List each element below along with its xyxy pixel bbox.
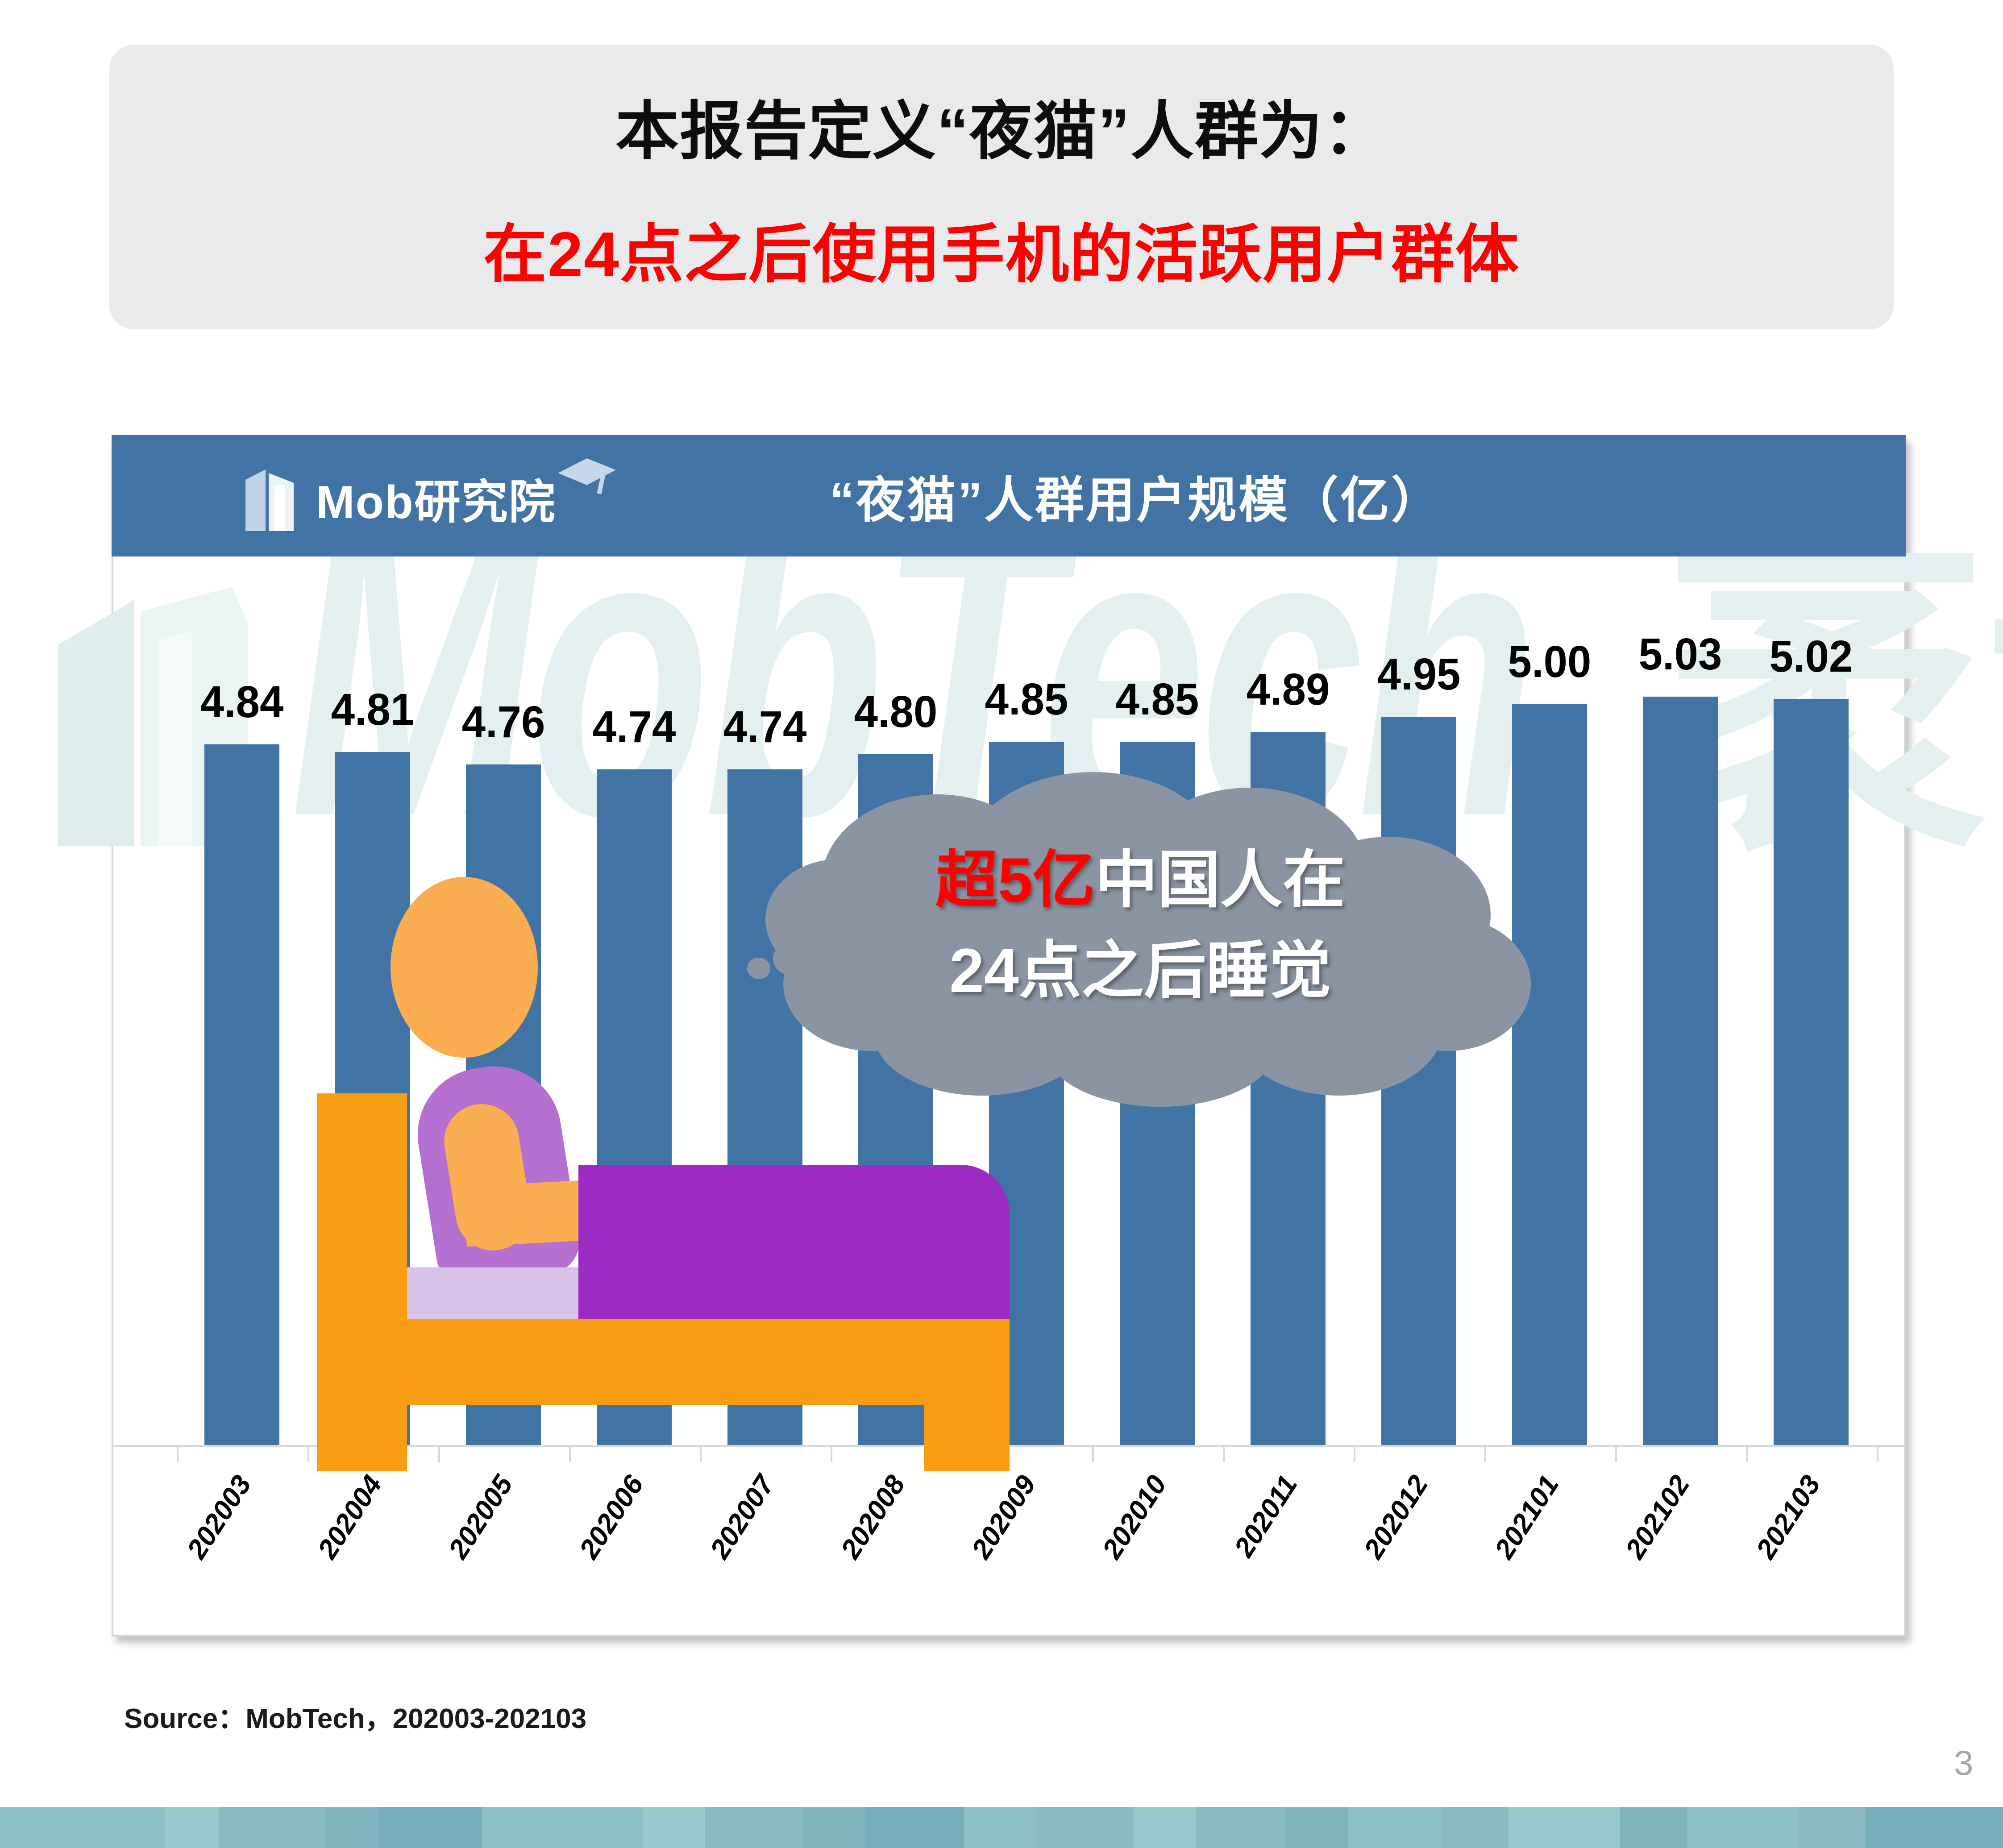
cloud-shape xyxy=(747,772,1531,1107)
strip-segment xyxy=(1134,1807,1196,1848)
axis-tick xyxy=(830,1445,832,1462)
bar-value-label: 4.85 xyxy=(1115,674,1199,725)
axis-tick xyxy=(438,1445,440,1462)
strip-segment xyxy=(803,1807,866,1848)
strip-segment xyxy=(219,1807,326,1848)
strip-segment xyxy=(705,1807,803,1848)
bed-blanket xyxy=(578,1165,1010,1321)
definition-highlight: 在24点之后使用手机的活跃用户群体 xyxy=(483,219,1520,290)
graduation-cap-icon xyxy=(558,458,616,494)
bar-value-label: 4.84 xyxy=(200,677,284,727)
cloud-text-line2: 24点之后睡觉 xyxy=(949,935,1331,1005)
strip-segment xyxy=(1799,1807,1866,1848)
cloud-text-line1: 超5亿中国人在 xyxy=(935,845,1345,915)
axis-tick xyxy=(1092,1445,1094,1462)
definition-banner: 本报告定义“夜猫”人群为： 在24点之后使用手机的活跃用户群体 xyxy=(109,45,1894,329)
source-note: Source：MobTech，202003-202103 xyxy=(124,1703,587,1734)
bar-value-label: 5.03 xyxy=(1638,629,1722,679)
strip-segment xyxy=(1687,1807,1799,1848)
axis-tick xyxy=(1353,1445,1355,1462)
strip-segment xyxy=(1442,1807,1508,1848)
axis-tick xyxy=(1484,1445,1486,1462)
strip-segment xyxy=(379,1807,482,1848)
definition-title: 本报告定义“夜猫”人群为： xyxy=(615,96,1388,167)
bar-202103 xyxy=(1774,699,1849,1445)
bed-leg xyxy=(924,1405,1010,1471)
axis-tick xyxy=(1876,1445,1878,1462)
strip-segment xyxy=(482,1807,643,1848)
bar-value-label: 5.02 xyxy=(1769,631,1853,682)
cloud-highlight: 超5亿 xyxy=(935,845,1095,915)
bar-value-label: 4.95 xyxy=(1377,649,1461,699)
bar-value-label: 4.80 xyxy=(854,687,938,737)
axis-tick xyxy=(1222,1445,1225,1462)
bar-value-label: 4.74 xyxy=(723,702,807,752)
bar-202003 xyxy=(204,744,279,1445)
strip-segment xyxy=(643,1807,705,1848)
strip-segment xyxy=(326,1807,379,1848)
axis-tick xyxy=(1745,1445,1748,1462)
bar-value-label: 4.85 xyxy=(985,674,1068,725)
strip-segment xyxy=(1508,1807,1620,1848)
mob-research-logo: Mob研究院 xyxy=(241,457,616,538)
strip-segment xyxy=(0,1807,165,1848)
axis-tick xyxy=(569,1445,571,1462)
strip-segment xyxy=(964,1807,1035,1848)
axis-tick xyxy=(1615,1445,1617,1462)
bar-value-label: 4.81 xyxy=(331,684,415,735)
bed-headboard xyxy=(317,1093,407,1471)
bar-value-label: 4.74 xyxy=(592,702,676,752)
strip-segment xyxy=(1866,1807,2003,1848)
building-icon xyxy=(245,469,294,531)
strip-segment xyxy=(1196,1807,1285,1848)
bar-202101 xyxy=(1512,704,1587,1445)
strip-segment xyxy=(1620,1807,1687,1848)
logo-text: Mob研究院 xyxy=(316,476,556,528)
axis-tick xyxy=(176,1445,179,1462)
bar-value-label: 5.00 xyxy=(1508,636,1592,687)
bar-chart-plot: Mob研究院 “夜猫”人群用户规模（亿） xyxy=(112,435,1906,1636)
thought-cloud: 超5亿中国人在 24点之后睡觉 xyxy=(625,759,1629,1107)
cloud-text: 超5亿中国人在 24点之后睡觉 xyxy=(817,835,1464,1016)
sleeper-head-icon xyxy=(391,877,538,1058)
axis-tick xyxy=(699,1445,702,1462)
strip-segment xyxy=(1285,1807,1348,1848)
strip-segment xyxy=(165,1807,219,1848)
chart-title: “夜猫”人群用户规模（亿） xyxy=(830,473,1442,528)
bar-value-label: 4.89 xyxy=(1246,664,1330,714)
page-number: 3 xyxy=(1954,1743,1974,1782)
strip-segment xyxy=(1348,1807,1442,1848)
bar-value-label: 4.76 xyxy=(461,697,545,747)
strip-segment xyxy=(866,1807,964,1848)
footer-strip xyxy=(0,1807,2003,1848)
bed-base xyxy=(317,1319,1010,1405)
chart-header-band: Mob研究院 “夜猫”人群用户规模（亿） xyxy=(112,435,1906,556)
axis-tick xyxy=(307,1445,309,1462)
bar-202102 xyxy=(1643,696,1718,1445)
strip-segment xyxy=(1035,1807,1134,1848)
bed-pillow xyxy=(405,1267,579,1320)
